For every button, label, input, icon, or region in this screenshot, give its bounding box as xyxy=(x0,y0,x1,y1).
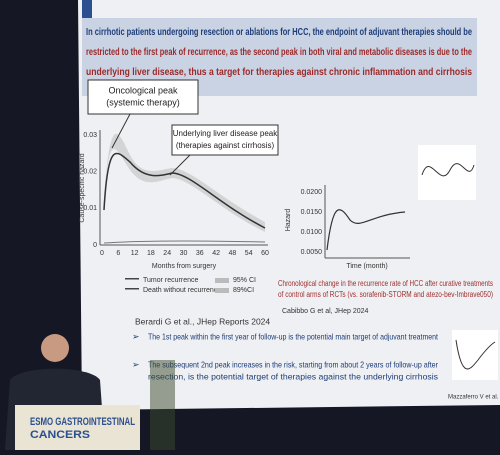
legend-label: 89%CI xyxy=(233,287,254,294)
callout-box xyxy=(87,79,199,115)
legend-swatch xyxy=(125,278,139,280)
bullet-text: resection, is the potential target of th… xyxy=(148,371,438,381)
x-tick-label: 0 xyxy=(100,250,104,257)
bullet-marker: ➢ xyxy=(132,359,140,369)
callout-box xyxy=(171,124,279,156)
citation: Berardi G et al., JHep Reports 2024 xyxy=(135,316,270,326)
callout-arrow xyxy=(111,113,131,149)
y-tick-label: 0.0100 xyxy=(301,229,323,236)
x-tick-label: 24 xyxy=(163,250,171,257)
slide-body: Oncological peak (systemic therapy) Underl… xyxy=(79,85,500,400)
y-tick-label: 0.01 xyxy=(83,205,97,212)
recurrence-curve xyxy=(103,152,266,229)
x-tick-label: 42 xyxy=(212,250,220,257)
y-tick-label: 0.0150 xyxy=(301,209,323,216)
x-axis-label: Months from surgery xyxy=(152,263,217,270)
death-curve xyxy=(103,240,266,244)
legend-label: Tumor recurrence xyxy=(143,277,198,284)
caption: of control arms of RCTs (vs. sorafenib-S… xyxy=(278,290,493,299)
x-tick-label: 48 xyxy=(229,250,237,257)
podium-text: ESMO GASTROINTESTINAL xyxy=(30,416,135,428)
legend-label: 95% CI xyxy=(233,277,256,284)
citation: Cabibbo G et al, JHep 2024 xyxy=(282,308,368,315)
y-tick-label: 0.02 xyxy=(83,169,97,176)
hazard-curve xyxy=(326,209,406,251)
caption: Chronological change in the recurrence r… xyxy=(278,279,493,288)
x-tick-label: 36 xyxy=(196,250,204,257)
flowers xyxy=(150,360,175,450)
inset-curve xyxy=(421,163,475,177)
y-tick-label: 0.0050 xyxy=(301,249,323,256)
citation: Mazzaferro V et al. Hepatology xyxy=(448,395,500,401)
x-tick-label: 6 xyxy=(116,250,120,257)
legend-swatch xyxy=(215,288,229,293)
header-line: In cirrhotic patients undergoing resecti… xyxy=(86,26,472,38)
y-axis-label: Cause-specific hazard xyxy=(79,153,86,222)
header: In cirrhotic patients undergoing resecti… xyxy=(86,26,472,78)
legend-swatch xyxy=(125,288,139,290)
inset-figure xyxy=(452,330,498,380)
y-tick-label: 0.03 xyxy=(83,132,97,139)
callout-text: Underlying liver disease peak xyxy=(173,129,279,138)
y-tick-label: 0 xyxy=(93,242,97,249)
x-tick-label: 54 xyxy=(245,250,253,257)
x-tick-label: 60 xyxy=(261,250,269,257)
callout-text: Oncological peak xyxy=(108,85,178,95)
header-line: underlying liver disease, thus a target … xyxy=(86,66,472,78)
x-tick-label: 30 xyxy=(180,250,188,257)
bullet-text: The subsequent 2nd peak increases in the… xyxy=(148,359,438,369)
callout-arrow xyxy=(169,154,191,176)
bullet-marker: ➢ xyxy=(132,331,140,341)
callout-text: (therapies against cirrhosis) xyxy=(176,141,275,150)
y-axis-label: Hazard xyxy=(285,209,292,232)
bullet-text: The 1st peak within the first year of fo… xyxy=(148,331,439,341)
podium xyxy=(15,405,140,450)
x-tick-label: 12 xyxy=(131,250,139,257)
x-tick-label: 18 xyxy=(147,250,155,257)
y-tick-label: 0.0200 xyxy=(301,189,323,196)
x-axis-label: Time (month) xyxy=(346,263,387,270)
header-accent xyxy=(82,0,92,18)
inset-curve xyxy=(455,339,496,370)
legend-label: Death without recurrence xyxy=(143,287,221,294)
legend-swatch xyxy=(215,278,229,283)
inset-figure xyxy=(418,145,476,200)
callout-text: (systemic therapy) xyxy=(106,97,180,107)
header-line: restricted to the first peak of recurren… xyxy=(86,46,472,58)
ci-band xyxy=(104,133,265,232)
podium-text: CANCERS xyxy=(30,429,90,441)
speaker-head xyxy=(41,334,69,362)
